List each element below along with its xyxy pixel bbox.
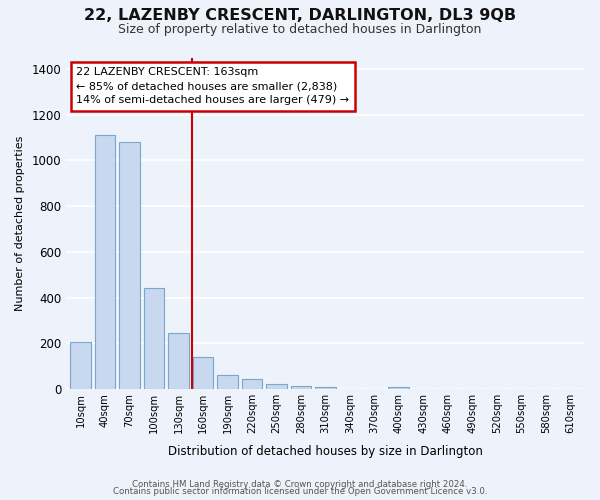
Bar xyxy=(266,384,287,389)
Bar xyxy=(388,386,409,389)
Bar xyxy=(242,378,262,389)
Bar xyxy=(217,376,238,389)
Text: 22, LAZENBY CRESCENT, DARLINGTON, DL3 9QB: 22, LAZENBY CRESCENT, DARLINGTON, DL3 9Q… xyxy=(84,8,516,22)
Bar xyxy=(70,342,91,389)
Text: Contains HM Land Registry data © Crown copyright and database right 2024.: Contains HM Land Registry data © Crown c… xyxy=(132,480,468,489)
Bar xyxy=(168,333,189,389)
Text: Contains public sector information licensed under the Open Government Licence v3: Contains public sector information licen… xyxy=(113,488,487,496)
Bar xyxy=(119,142,140,389)
Bar xyxy=(315,386,336,389)
Bar xyxy=(95,135,115,389)
Bar xyxy=(290,386,311,389)
Bar xyxy=(143,288,164,389)
Y-axis label: Number of detached properties: Number of detached properties xyxy=(15,136,25,311)
Text: 22 LAZENBY CRESCENT: 163sqm
← 85% of detached houses are smaller (2,838)
14% of : 22 LAZENBY CRESCENT: 163sqm ← 85% of det… xyxy=(76,68,349,106)
X-axis label: Distribution of detached houses by size in Darlington: Distribution of detached houses by size … xyxy=(168,444,483,458)
Bar xyxy=(193,357,214,389)
Text: Size of property relative to detached houses in Darlington: Size of property relative to detached ho… xyxy=(118,22,482,36)
